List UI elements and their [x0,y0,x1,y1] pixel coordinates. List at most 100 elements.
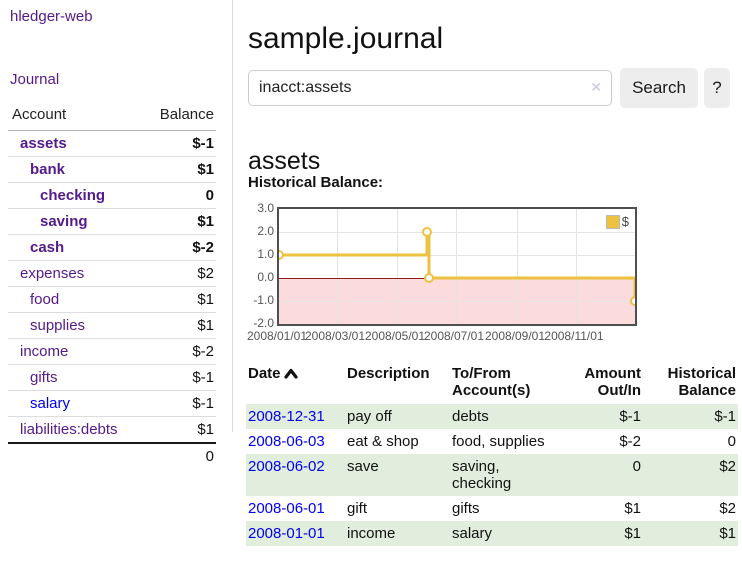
transaction-date-link[interactable]: 2008-01-01 [248,525,325,542]
transaction-balance: $2 [719,458,736,475]
y-axis-tick: -1.0 [253,293,274,307]
account-balance: $1 [143,156,216,183]
transaction-amount: 0 [632,458,641,475]
clear-search-icon[interactable]: ✕ [590,79,602,95]
help-button[interactable]: ? [704,68,730,108]
x-axis-tick: 2008/09/01 [484,329,546,343]
x-axis-tick: 2008/03/01 [304,329,366,343]
balance-column-header: Balance [143,101,216,131]
search-input[interactable] [248,70,612,106]
register-table: Date Description To/From Account(s) Amou… [246,360,738,546]
transaction-row[interactable]: 2008-06-03 eat & shop food, supplies $-2… [246,429,738,454]
balance-series-line [279,227,635,306]
transaction-accounts: food, supplies [452,433,545,450]
y-axis-tick: 3.0 [257,201,274,215]
account-row-liabilities-debts: liabilities:debts $1 [8,416,216,443]
y-axis-tick: 0.0 [257,270,274,284]
account-row-income: income $-2 [8,338,216,365]
search-button[interactable]: Search [620,68,698,108]
search-input-wrap: ✕ [248,70,612,106]
app-title-link[interactable]: hledger-web [10,8,93,25]
y-axis-tick: 2.0 [257,224,274,238]
data-point-marker [422,227,432,237]
account-link-salary[interactable]: salary [30,395,71,412]
account-link-cash[interactable]: cash [30,239,65,256]
account-link-supplies[interactable]: supplies [30,317,86,334]
gridline [456,209,457,324]
account-balance: $-1 [143,364,216,391]
chart-label: Historical Balance: [248,174,384,191]
account-link-checking[interactable]: checking [40,187,106,204]
account-balance: $-1 [143,390,216,417]
transaction-balance: $1 [719,525,736,542]
account-link-expenses[interactable]: expenses [20,265,85,282]
transaction-accounts: saving, checking [452,458,512,492]
legend-swatch-icon [605,214,620,229]
account-row-expenses: expenses $2 [8,260,216,287]
account-link-income[interactable]: income [20,343,69,360]
account-row-bank: bank $1 [8,156,216,183]
transaction-row[interactable]: 2008-06-01 gift gifts $1 $2 [246,496,738,521]
account-balance: $-1 [192,135,214,152]
historical-balance-chart: 3.0 2.0 1.0 0.0 -1.0 -2.0 [246,201,646,345]
transaction-date-link[interactable]: 2008-06-02 [248,458,325,475]
x-axis-tick: 2008/11/01 [544,329,604,343]
account-link-liabilities-debts[interactable]: liabilities:debts [20,421,118,438]
description-column-header: Description [347,365,430,382]
account-row-cash: cash $-2 [8,234,216,261]
chart-plot-area: $ [277,207,637,326]
transaction-accounts: gifts [452,500,480,517]
balance-column-header: Historical Balance [667,365,736,399]
sidebar-item-journal[interactable]: Journal [10,71,60,88]
gridline [279,255,635,256]
transaction-description: eat & shop [347,433,419,450]
date-column-header[interactable]: Date [246,360,345,404]
account-link-assets[interactable]: assets [20,135,67,152]
x-axis-tick: 2008/05/01 [364,329,426,343]
transaction-row[interactable]: 2008-06-02 save saving, checking 0 $2 [246,454,738,496]
gridline [517,209,518,324]
register-header-row: Date Description To/From Account(s) Amou… [246,360,738,404]
accounts-table-header: Account Balance [8,101,216,131]
account-row-food: food $1 [8,286,216,313]
transaction-amount: $1 [624,500,641,517]
amount-column-header: Amount Out/In [584,365,641,399]
account-row-gifts: gifts $-1 [8,364,216,391]
transaction-accounts: salary [452,525,493,542]
transaction-amount: $-2 [619,433,641,450]
accounts-total-value: 0 [143,442,216,469]
transaction-row[interactable]: 2008-12-31 pay off debts $-1 $-1 [246,404,738,429]
transaction-date-link[interactable]: 2008-06-01 [248,500,325,517]
x-axis-tick: 2008/07/01 [423,329,485,343]
legend-label: $ [621,214,629,229]
data-point-marker [630,296,635,306]
account-link-saving[interactable]: saving [40,213,88,230]
transaction-date-link[interactable]: 2008-06-03 [248,433,325,450]
gridline [576,209,577,324]
account-link-bank[interactable]: bank [30,161,66,178]
account-row-checking: checking 0 [8,182,216,209]
account-link-gifts[interactable]: gifts [30,369,58,386]
data-point-marker [279,250,284,260]
accounts-total-row: 0 [8,442,216,469]
transaction-row[interactable]: 2008-01-01 income salary $1 $1 [246,521,738,546]
gridline [337,209,338,324]
page-title: sample.journal [248,22,444,56]
account-balance: $1 [143,208,216,235]
transaction-date-link[interactable]: 2008-12-31 [248,408,325,425]
y-axis-tick: 1.0 [257,247,274,261]
transaction-description: income [347,525,396,542]
transaction-balance: $2 [719,500,736,517]
account-row-supplies: supplies $1 [8,312,216,339]
account-link-food[interactable]: food [30,291,60,308]
y-axis-tick: -2.0 [253,316,274,330]
accounts-column-header: To/From Account(s) [452,365,531,399]
transaction-balance: $-1 [714,408,736,425]
gridline [279,232,635,233]
account-row-assets: assets $-1 [8,131,216,157]
transaction-amount: $-1 [619,408,641,425]
account-balance: $1 [143,416,216,443]
transaction-balance: 0 [727,433,736,450]
transaction-description: gift [347,500,368,517]
gridline [397,209,398,324]
